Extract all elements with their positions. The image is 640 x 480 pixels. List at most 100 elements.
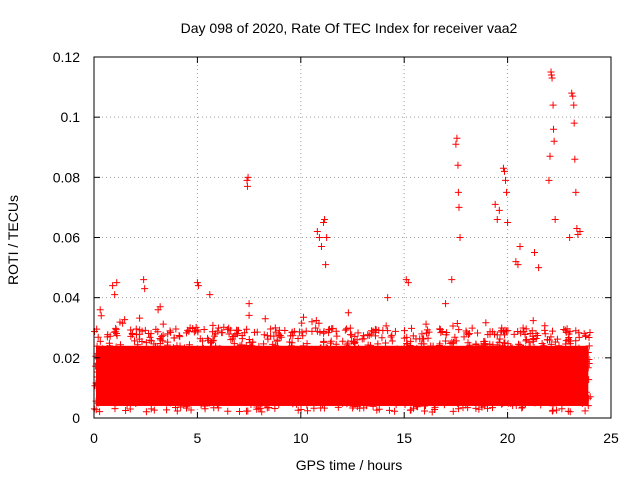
data-point	[551, 215, 559, 223]
band-point	[249, 376, 257, 384]
band-point	[457, 356, 465, 364]
band-point	[247, 381, 255, 389]
band-point	[322, 398, 330, 406]
band-point	[229, 370, 237, 378]
band-point	[575, 372, 583, 380]
band-point	[275, 401, 283, 409]
band-point	[324, 358, 332, 366]
band-point	[198, 352, 206, 360]
band-point	[175, 379, 183, 387]
data-point	[442, 300, 450, 308]
band-point	[354, 344, 362, 352]
data-point	[546, 152, 554, 160]
band-point	[161, 377, 169, 385]
band-point	[296, 398, 304, 406]
band-point	[94, 350, 102, 358]
band-point	[307, 345, 315, 353]
band-point	[106, 332, 114, 340]
data-point	[454, 188, 462, 196]
band-point	[522, 345, 530, 353]
band-point	[518, 361, 526, 369]
band-point	[343, 325, 351, 333]
band-point	[268, 369, 276, 377]
band-point	[578, 351, 586, 359]
band-point	[105, 339, 113, 347]
band-point	[382, 398, 390, 406]
band-point	[154, 344, 162, 352]
band-point	[367, 327, 375, 335]
band-point	[132, 394, 140, 402]
band-point	[312, 353, 320, 361]
band-point	[224, 326, 232, 334]
band-point	[283, 361, 291, 369]
band-point	[331, 374, 339, 382]
band-point	[286, 338, 294, 346]
band-point	[299, 376, 307, 383]
band-point	[447, 365, 455, 373]
band-point	[406, 406, 414, 414]
data-point	[500, 167, 508, 175]
band-point	[433, 391, 441, 399]
band-point	[266, 373, 274, 381]
band-point	[514, 340, 522, 348]
band-point	[221, 371, 229, 379]
band-point	[277, 372, 285, 380]
band-point	[412, 335, 420, 343]
band-point	[217, 361, 225, 369]
band-point	[306, 396, 314, 404]
band-point	[183, 365, 191, 373]
band-point	[383, 378, 391, 386]
band-point	[202, 368, 210, 376]
band-point	[428, 408, 436, 416]
band-point	[509, 389, 517, 397]
band-point	[381, 383, 389, 391]
band-point	[185, 341, 193, 349]
band-point	[145, 329, 153, 337]
band-point	[186, 351, 194, 359]
band-point	[318, 382, 326, 390]
band-point	[164, 330, 172, 338]
band-point	[129, 367, 137, 375]
band-point	[541, 346, 549, 354]
band-point	[141, 381, 149, 389]
band-point	[251, 383, 259, 391]
band-point	[177, 372, 185, 380]
band-point	[365, 399, 373, 407]
band-point	[305, 388, 313, 396]
band-point	[574, 356, 582, 364]
band-point	[460, 371, 468, 379]
band-point	[114, 376, 122, 384]
band-point	[503, 387, 511, 395]
band-point	[492, 390, 500, 398]
data-point	[193, 279, 201, 287]
band-point	[358, 378, 366, 386]
band-point	[185, 327, 193, 335]
band-point	[288, 328, 296, 336]
band-point	[243, 388, 251, 396]
band-point	[373, 355, 381, 363]
band-point	[460, 333, 468, 341]
band-point	[106, 344, 114, 352]
data-point	[344, 309, 352, 317]
band-point	[575, 344, 583, 352]
band-point	[526, 342, 534, 350]
band-point	[344, 369, 352, 377]
band-point	[415, 379, 423, 387]
band-point	[201, 378, 209, 386]
band-point	[431, 348, 439, 356]
band-point	[184, 326, 192, 334]
band-point	[576, 391, 584, 399]
band-point	[134, 376, 142, 384]
band-point	[128, 366, 136, 374]
band-point	[521, 371, 529, 379]
data-point	[514, 261, 522, 269]
band-point	[363, 389, 371, 397]
band-point	[562, 340, 570, 348]
band-point	[285, 357, 293, 365]
band-point	[458, 360, 466, 368]
band-point	[184, 395, 192, 403]
band-point	[131, 337, 138, 345]
band-point	[429, 384, 437, 392]
band-point	[111, 381, 119, 389]
band-point	[199, 344, 207, 352]
